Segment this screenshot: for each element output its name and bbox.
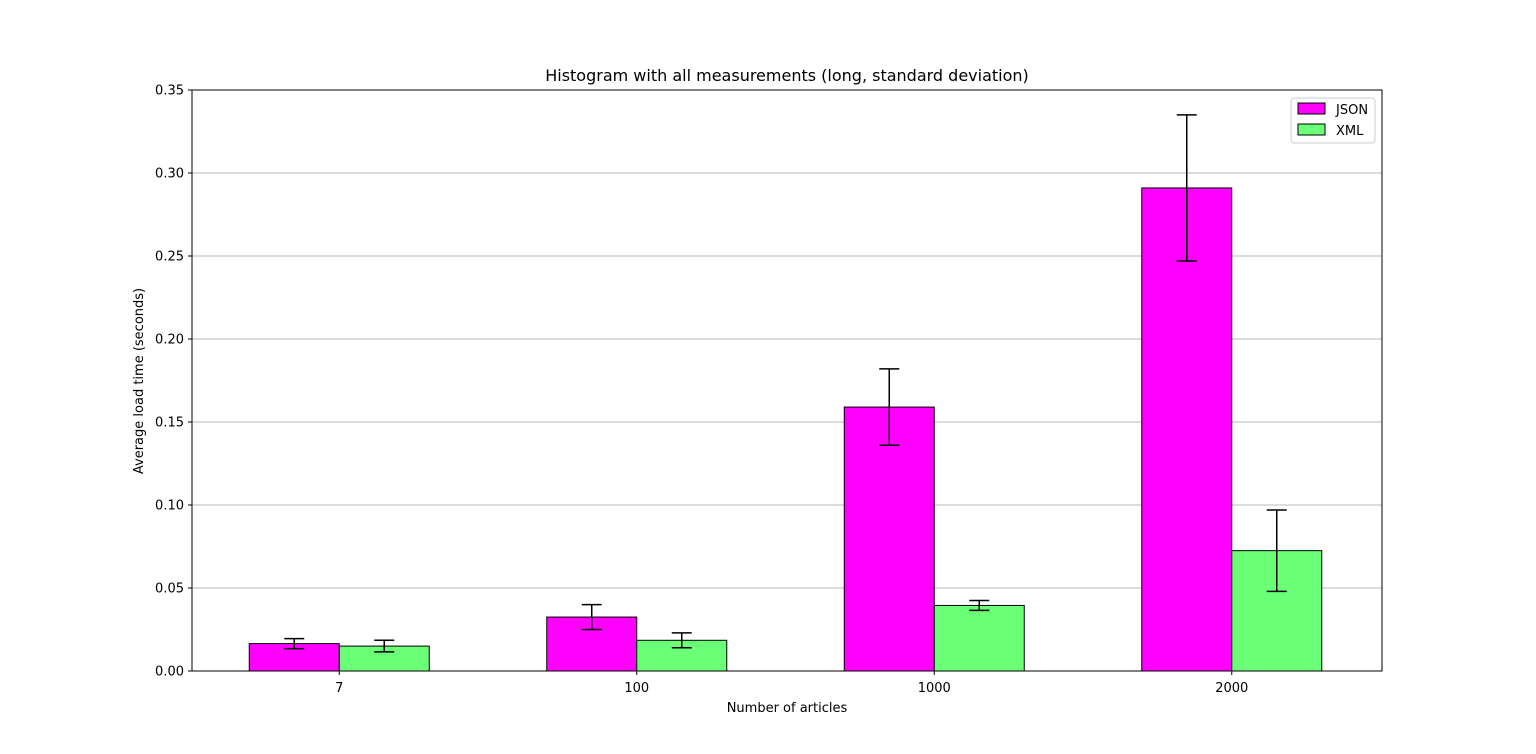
plot-frame: [191, 89, 1383, 672]
x-tick-label: 100: [624, 681, 649, 696]
legend-swatch-json: [1297, 102, 1326, 115]
y-tick-label: 0.10: [155, 499, 184, 514]
x-axis: 7 100 1000 2000: [335, 671, 1248, 696]
bar-xml: [933, 604, 1025, 672]
legend: JSON XML: [1290, 97, 1376, 144]
error-bars: [284, 114, 1287, 653]
y-tick-label: 0.20: [155, 333, 184, 348]
x-tick-label: 7: [335, 681, 343, 696]
y-tick-label: 0.35: [155, 84, 184, 99]
y-tick-label: 0.00: [155, 665, 184, 680]
x-tick-label: 2000: [1215, 681, 1248, 696]
chart-title: Histogram with all measurements (long, s…: [545, 66, 1029, 85]
y-tick-label: 0.25: [155, 250, 184, 265]
y-tick-label: 0.15: [155, 416, 184, 431]
bar-json: [843, 406, 935, 672]
y-tick-label: 0.30: [155, 167, 184, 182]
y-axis: 0.00 0.05 0.10 0.15 0.20 0.25 0.30 0.35: [155, 84, 192, 680]
legend-label-json: JSON: [1335, 103, 1368, 118]
legend-swatch-xml: [1297, 123, 1326, 136]
legend-label-xml: XML: [1336, 124, 1364, 139]
x-tick-label: 1000: [918, 681, 951, 696]
y-axis-label: Average load time (seconds): [132, 288, 147, 474]
gridlines: [192, 172, 1382, 589]
y-tick-label: 0.05: [155, 582, 184, 597]
x-axis-label: Number of articles: [727, 701, 848, 716]
